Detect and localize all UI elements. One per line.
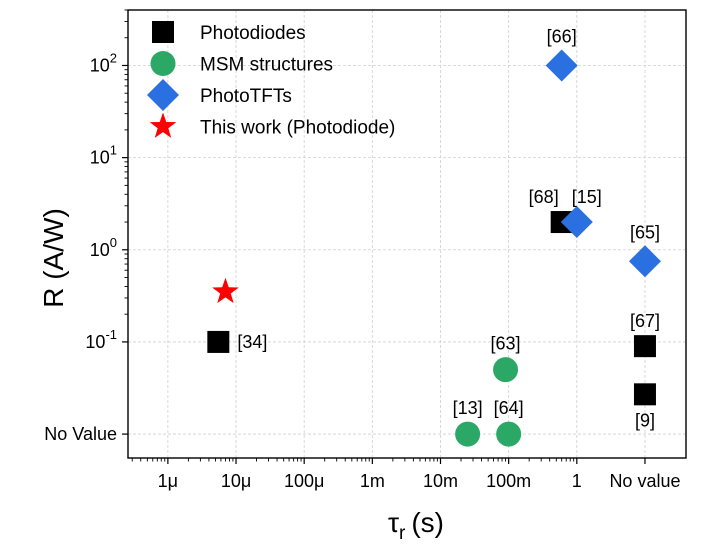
- data-point-star: [212, 277, 239, 304]
- legend-label: This work (Photodiode): [200, 118, 395, 139]
- data-point-square: [207, 330, 230, 353]
- legend: Photodiodes MSM structures PhotoTFTs This w…: [147, 21, 395, 139]
- point-annotation: [68]: [529, 187, 559, 207]
- legend-marker-circle: [150, 51, 176, 76]
- x-tick-label: 1m: [360, 471, 385, 491]
- x-tick-label: 100μ: [284, 471, 324, 491]
- point-annotation: [15]: [572, 187, 602, 207]
- x-tick-label: 100m: [486, 471, 531, 491]
- legend-marker-diamond: [147, 79, 179, 111]
- y-tick-base: 10: [90, 240, 110, 260]
- data-markers: [207, 49, 661, 447]
- y-tick-base: 10: [90, 148, 110, 168]
- point-annotation: [63]: [491, 334, 521, 354]
- y-tick-label: 102: [90, 50, 117, 75]
- x-axis-label-unit: (s): [411, 507, 444, 538]
- point-annotation: [67]: [630, 311, 660, 331]
- grid-lines: [128, 10, 686, 458]
- point-annotation: [34]: [237, 332, 267, 352]
- data-point-diamond: [560, 206, 593, 239]
- x-tick-label: 1: [572, 471, 582, 491]
- y-tick-exponent: 1: [110, 143, 117, 158]
- point-annotation: [65]: [630, 222, 660, 242]
- y-tick-exponent: 2: [110, 50, 117, 65]
- data-point-circle: [493, 357, 519, 383]
- x-tick-label: 10μ: [221, 471, 251, 491]
- y-tick-label: No Value: [44, 424, 117, 444]
- y-tick-base: 10: [90, 55, 110, 75]
- data-point-square: [633, 335, 656, 358]
- x-tick-label: 1μ: [158, 471, 178, 491]
- y-tick-label: 101: [90, 143, 117, 168]
- y-tick-base: 10: [85, 332, 105, 352]
- x-axis-label-symbol: τ: [388, 507, 399, 538]
- point-annotation: [13]: [453, 398, 483, 418]
- data-point-circle: [455, 421, 481, 447]
- point-annotations: [34] [68] [67] [9] [13] [63] [64] [66] [15] [65]: [237, 26, 660, 430]
- legend-marker-square: [152, 21, 174, 43]
- data-point-square: [633, 383, 656, 406]
- legend-label: PhotoTFTs: [200, 86, 292, 107]
- y-axis-label: R (A/W): [38, 208, 69, 308]
- x-axis-label: τr (s): [388, 507, 444, 544]
- y-tick-exponent: 0: [110, 235, 117, 250]
- x-axis-label-subscript: r: [399, 523, 406, 544]
- data-point-circle: [496, 421, 522, 447]
- point-annotation: [64]: [494, 398, 524, 418]
- point-annotation: [66]: [547, 26, 577, 46]
- x-tick-label: 10m: [423, 471, 458, 491]
- data-point-diamond: [545, 49, 578, 82]
- y-tick-exponent: -1: [105, 327, 117, 342]
- y-tick-label: 10-1: [85, 327, 117, 352]
- plot-frame: [127, 9, 687, 459]
- x-tick-label: No value: [609, 471, 680, 491]
- data-point-diamond: [628, 245, 661, 278]
- legend-label: Photodiodes: [200, 23, 306, 44]
- legend-marker-star: [149, 112, 177, 138]
- point-annotation: [9]: [635, 410, 655, 430]
- y-tick-label: 100: [90, 235, 117, 260]
- legend-label: MSM structures: [200, 55, 333, 76]
